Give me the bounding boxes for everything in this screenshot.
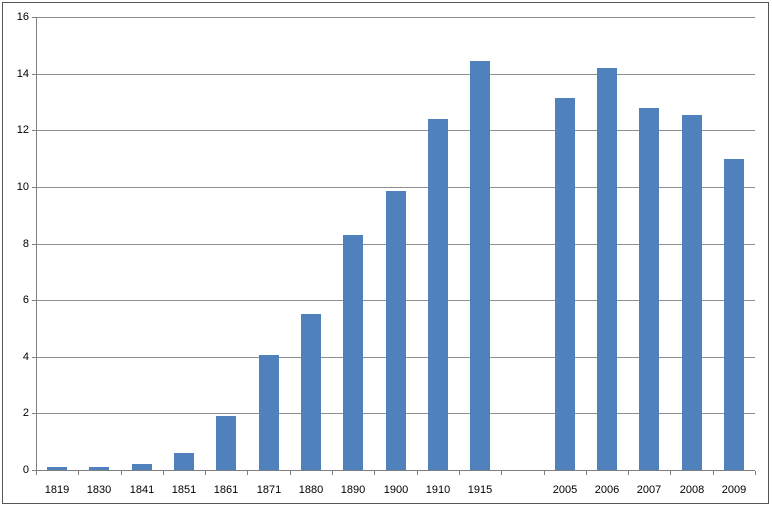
x-tick-label: 1915 xyxy=(467,484,493,496)
x-tick-label: 1830 xyxy=(86,484,112,496)
y-tick-label: 16 xyxy=(16,11,29,23)
bar-2009 xyxy=(724,158,744,470)
x-tick-label: 2009 xyxy=(721,484,747,496)
bar-2007 xyxy=(639,107,659,470)
x-tick-label: 1871 xyxy=(256,484,282,496)
x-tick-2 xyxy=(121,471,122,475)
x-axis-line xyxy=(32,470,755,471)
bar-1851 xyxy=(174,453,194,470)
x-tick-12 xyxy=(544,471,545,475)
y-tick-label: 4 xyxy=(22,351,29,363)
y-tick-10 xyxy=(32,187,36,188)
x-tick-label: 2006 xyxy=(594,484,620,496)
x-tick-8 xyxy=(374,471,375,475)
bar-1880 xyxy=(301,314,321,470)
y-tick-label: 2 xyxy=(22,407,29,419)
bar-1841 xyxy=(132,463,152,470)
y-tick-16 xyxy=(32,17,36,18)
y-tick-label: 10 xyxy=(16,181,29,193)
y-tick-label: 14 xyxy=(16,68,29,80)
x-tick-label: 1880 xyxy=(298,484,324,496)
y-tick-label: 12 xyxy=(16,124,29,136)
x-tick-label: 1900 xyxy=(383,484,409,496)
x-tick-10 xyxy=(459,471,460,475)
x-tick-label: 2007 xyxy=(636,484,662,496)
x-tick-label: 2008 xyxy=(679,484,705,496)
x-tick-16 xyxy=(713,471,714,475)
x-tick-0 xyxy=(36,471,37,475)
bar-2006 xyxy=(597,67,617,470)
x-tick-17 xyxy=(755,471,756,475)
y-tick-8 xyxy=(32,244,36,245)
y-tick-2 xyxy=(32,413,36,414)
y-tick-label: 8 xyxy=(22,238,29,250)
x-tick-15 xyxy=(670,471,671,475)
x-tick-3 xyxy=(163,471,164,475)
x-tick-label: 2005 xyxy=(552,484,578,496)
y-tick-14 xyxy=(32,74,36,75)
x-tick-9 xyxy=(417,471,418,475)
bar-1910 xyxy=(428,118,448,470)
x-tick-13 xyxy=(586,471,587,475)
x-tick-label: 1851 xyxy=(171,484,197,496)
y-tick-label: 6 xyxy=(22,294,29,306)
gridline-y-14 xyxy=(36,74,755,75)
bar-1871 xyxy=(259,355,279,470)
gridline-y-12 xyxy=(36,130,755,131)
bar-1819 xyxy=(47,467,67,470)
x-tick-5 xyxy=(247,471,248,475)
bar-1861 xyxy=(216,416,236,470)
bar-1830 xyxy=(89,466,109,470)
x-tick-label: 1841 xyxy=(129,484,155,496)
y-tick-12 xyxy=(32,130,36,131)
x-tick-7 xyxy=(332,471,333,475)
y-tick-4 xyxy=(32,357,36,358)
x-tick-11 xyxy=(501,471,502,475)
x-tick-label: 1910 xyxy=(425,484,451,496)
x-tick-label: 1819 xyxy=(44,484,70,496)
x-tick-4 xyxy=(205,471,206,475)
x-tick-14 xyxy=(628,471,629,475)
gridline-y-16 xyxy=(36,17,755,18)
y-tick-6 xyxy=(32,300,36,301)
x-tick-1 xyxy=(78,471,79,475)
bar-1900 xyxy=(386,191,406,470)
gridline-y-10 xyxy=(36,187,755,188)
bar-1915 xyxy=(470,60,490,470)
x-tick-label: 1861 xyxy=(213,484,239,496)
x-tick-6 xyxy=(290,471,291,475)
bar-2005 xyxy=(555,97,575,470)
y-tick-label: 0 xyxy=(22,464,29,476)
bar-2008 xyxy=(682,114,702,470)
bar-1890 xyxy=(343,235,363,470)
x-tick-label: 1890 xyxy=(340,484,366,496)
y-axis-line xyxy=(36,17,37,474)
